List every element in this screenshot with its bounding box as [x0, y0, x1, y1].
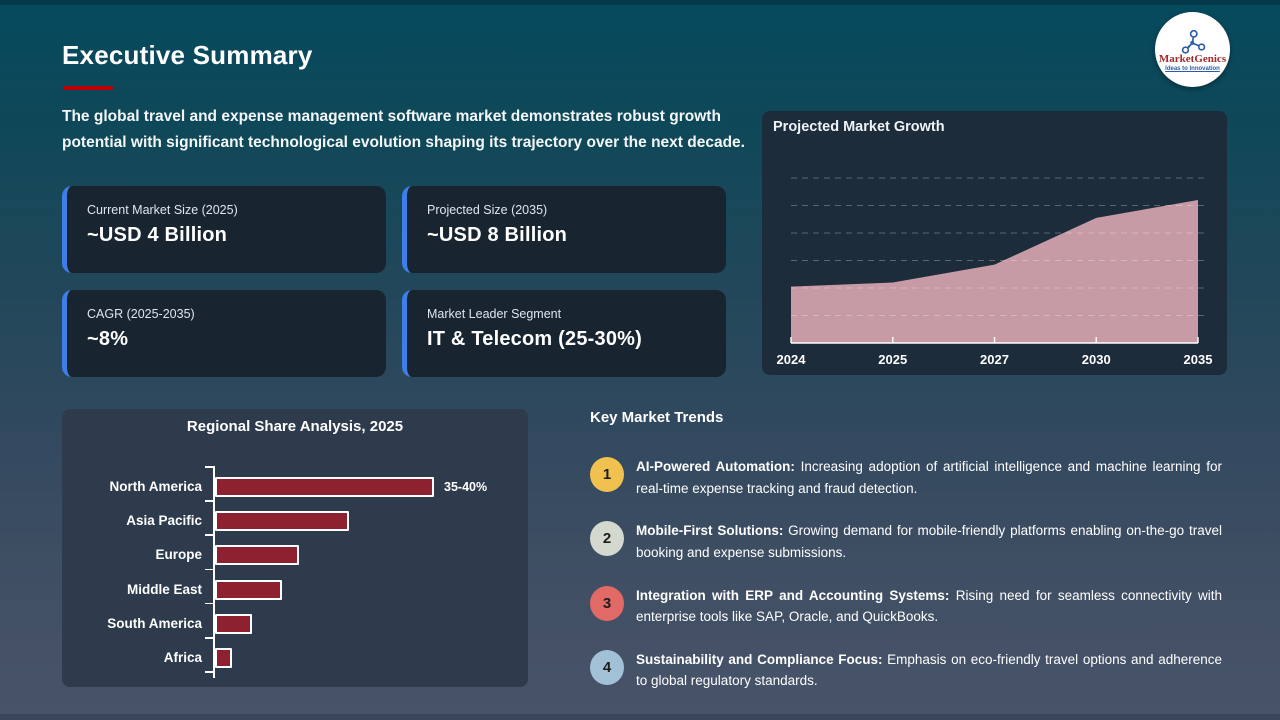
trend-text: Integration with ERP and Accounting Syst… — [636, 585, 1222, 628]
regional-share-card: Regional Share Analysis, 2025 North Amer… — [62, 409, 528, 687]
y-axis-tick — [205, 568, 213, 571]
trend-description: Rising need for seamless connectivity wi… — [636, 587, 1222, 625]
growth-chart-title: Projected Market Growth — [773, 119, 945, 135]
trend-title: Sustainability and Compliance Focus: — [636, 651, 883, 667]
page-title: Executive Summary — [62, 40, 313, 70]
bottom-edge-strip — [0, 714, 1280, 720]
bar — [214, 613, 253, 634]
trend-text: AI-Powered Automation: Increasing adopti… — [636, 456, 1222, 499]
trend-item: 3 Integration with ERP and Accounting Sys… — [590, 585, 1224, 628]
top-edge-strip — [0, 0, 1280, 5]
projected-market-growth-card: Projected Market Growth 2024 2025 2027 2030… — [762, 111, 1227, 375]
trend-number-badge: 4 — [590, 649, 624, 685]
stat-card: CAGR (2025-2035) ~8% — [62, 290, 386, 377]
stat-card: Market Leader Segment IT & Telecom (25-30… — [402, 290, 726, 377]
trend-title: Mobile-First Solutions: — [636, 523, 784, 539]
y-axis-tick — [205, 671, 213, 673]
bar — [214, 648, 233, 668]
trend-number-badge: 1 — [590, 457, 624, 492]
y-axis-tick — [205, 602, 213, 605]
trend-text: Sustainability and Compliance Focus: Emp… — [636, 649, 1222, 692]
x-tick-label: 2035 — [1184, 352, 1213, 367]
bar — [214, 477, 434, 497]
stat-card-label: CAGR (2025-2035) — [87, 307, 195, 321]
trend-description: Emphasis on eco-friendly travel options … — [636, 651, 1222, 689]
intro-paragraph: The global travel and expense management… — [62, 108, 745, 151]
trends-heading: Key Market Trends — [590, 409, 724, 426]
stat-card-value: ~USD 8 Billion — [427, 224, 568, 246]
x-tick-label: 2030 — [1082, 352, 1111, 367]
logo-tagline: Ideas to Innovation — [1165, 65, 1220, 72]
bar-value-label: 35-40% — [444, 480, 488, 494]
key-market-trends-section: Key Market Trends 1 AI-Powered Automation… — [590, 409, 1224, 699]
logo-name: MarketGenics — [1158, 52, 1227, 65]
stat-card-label: Projected Size (2035) — [427, 203, 548, 217]
bar-category-label: Africa — [163, 650, 202, 665]
stat-card-value: IT & Telecom (25-30%) — [427, 328, 643, 350]
y-axis-tick — [205, 500, 213, 502]
bar — [214, 545, 300, 566]
trend-text: Mobile-First Solutions: Growing demand f… — [636, 520, 1222, 563]
trend-item: 1 AI-Powered Automation: Increasing adopt… — [590, 456, 1224, 499]
regional-bar-chart: North America 35-40% Asia Pacific Europe Mid… — [62, 409, 528, 687]
stat-card: Projected Size (2035) ~USD 8 Billion — [402, 186, 726, 273]
stat-card-label: Market Leader Segment — [427, 307, 562, 321]
y-axis-tick — [205, 466, 213, 468]
y-axis-tick — [205, 534, 213, 536]
trend-number-badge: 2 — [590, 521, 624, 557]
bar — [214, 511, 349, 532]
y-axis — [213, 466, 215, 678]
company-logo: MarketGenics Ideas to Innovation — [1155, 12, 1230, 87]
bar-category-label: Middle East — [126, 581, 202, 597]
area-chart: 2024 2025 2027 2030 2035 — [777, 177, 1213, 367]
x-tick-label: 2027 — [980, 352, 1009, 367]
area-series — [791, 200, 1198, 343]
stat-cards-grid: Current Market Size (2025) ~USD 4 Billion… — [62, 186, 726, 377]
trend-title: AI-Powered Automation: — [636, 459, 795, 474]
regional-chart-title: Regional Share Analysis, 2025 — [186, 418, 404, 435]
trend-title: Integration with ERP and Accounting Syst… — [636, 587, 950, 603]
trend-item: 2 Mobile-First Solutions: Growing demand … — [590, 520, 1224, 563]
x-tick-label: 2025 — [878, 352, 907, 367]
bar-category-label: Asia Pacific — [126, 513, 202, 529]
molecule-icon — [1181, 29, 1205, 54]
x-tick-label: 2024 — [777, 352, 807, 367]
stat-card-label: Current Market Size (2025) — [87, 203, 238, 217]
stat-card-value: ~USD 4 Billion — [87, 224, 228, 246]
bar-category-label: North America — [109, 479, 202, 494]
trend-number-badge: 3 — [590, 585, 624, 621]
y-axis-tick — [205, 637, 213, 639]
stat-card-value: ~8% — [87, 328, 129, 350]
trend-item: 4 Sustainability and Compliance Focus: Em… — [590, 649, 1224, 692]
bar-category-label: Europe — [155, 547, 202, 563]
trend-description: Increasing adoption of artificial intell… — [636, 459, 1222, 496]
stat-card: Current Market Size (2025) ~USD 4 Billion — [62, 186, 386, 273]
bar-category-label: South America — [107, 615, 202, 631]
bar — [214, 579, 282, 600]
title-accent-underline — [63, 86, 113, 90]
trend-description: Growing demand for mobile-friendly platf… — [636, 523, 1222, 560]
